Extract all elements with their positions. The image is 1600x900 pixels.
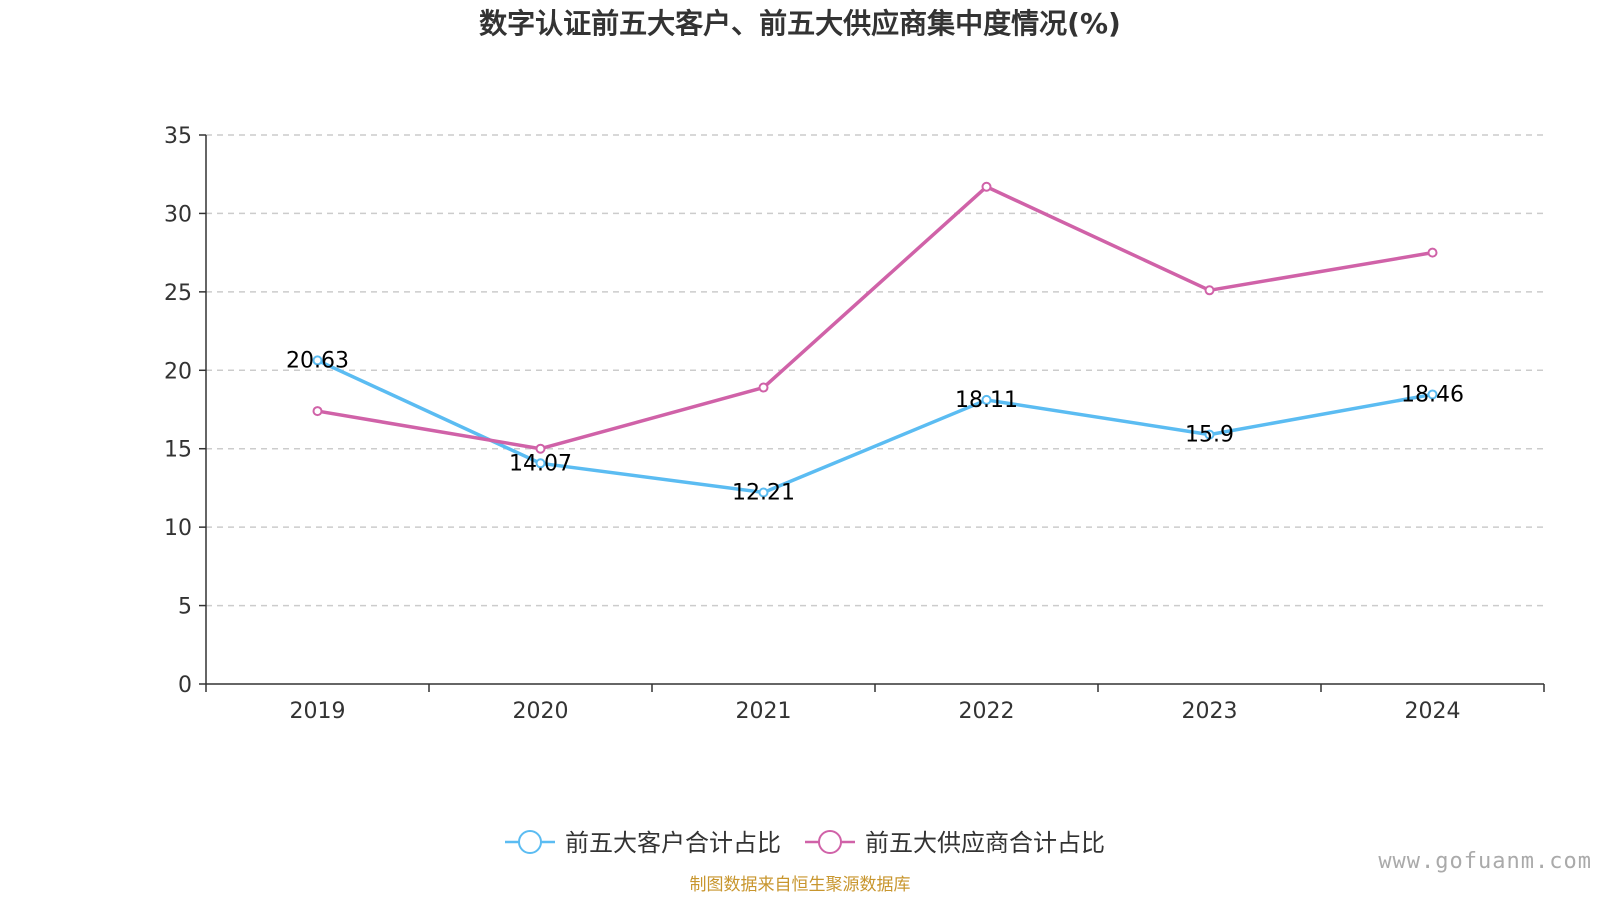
y-tick-label-20: 20 bbox=[164, 359, 192, 384]
y-tick-label-15: 15 bbox=[164, 438, 192, 463]
data-label-2022: 18.11 bbox=[955, 388, 1018, 413]
y-tick-label-10: 10 bbox=[164, 516, 192, 541]
series-1-point-2022[interactable] bbox=[981, 394, 992, 405]
series-1-point-2020[interactable] bbox=[535, 458, 546, 469]
x-tick-label-2019: 2019 bbox=[290, 699, 346, 724]
series-2-point-2021[interactable] bbox=[758, 382, 769, 393]
y-tick-label-0: 0 bbox=[178, 673, 192, 698]
series-2-point-2019[interactable] bbox=[312, 406, 323, 417]
series-2-point-2023[interactable] bbox=[1204, 285, 1215, 296]
series-2 bbox=[312, 181, 1438, 454]
source-note: 制图数据来自恒生聚源数据库 bbox=[690, 875, 911, 895]
legend-item-1[interactable]: 前五大客户合计占比 bbox=[505, 829, 781, 857]
y-tick-label-5: 5 bbox=[178, 595, 192, 620]
series-group: 20.63 14.07 12.21 18.11 15.9 18.46 bbox=[286, 181, 1464, 505]
series-1-point-2019[interactable] bbox=[312, 355, 323, 366]
x-tick-label-2024: 2024 bbox=[1405, 699, 1461, 724]
grid-lines bbox=[206, 134, 1544, 607]
series-1: 20.63 14.07 12.21 18.11 15.9 18.46 bbox=[286, 348, 1464, 505]
series-1-point-2023[interactable] bbox=[1204, 429, 1215, 440]
y-tick-label-25: 25 bbox=[164, 281, 192, 306]
x-tick-label-2021: 2021 bbox=[736, 699, 792, 724]
series-2-line bbox=[317, 185, 1433, 451]
legend-circle-icon bbox=[518, 830, 542, 854]
x-tick-label-2023: 2023 bbox=[1182, 699, 1238, 724]
data-label-2021: 12.21 bbox=[732, 480, 795, 505]
x-tick-label-2020: 2020 bbox=[513, 699, 569, 724]
y-tick-label-30: 30 bbox=[164, 202, 192, 227]
series-1-point-2021[interactable] bbox=[758, 487, 769, 498]
chart-title: 数字认证前五大客户、前五大供应商集中度情况(%) bbox=[479, 7, 1121, 40]
series-1-line bbox=[316, 358, 1433, 495]
series-2-point-2024[interactable] bbox=[1427, 247, 1438, 258]
data-label-2020: 14.07 bbox=[509, 451, 572, 476]
watermark: www.gofuanm.com bbox=[1378, 849, 1592, 874]
series-1-point-2024[interactable] bbox=[1427, 389, 1438, 400]
y-tick-label-35: 35 bbox=[164, 124, 192, 149]
legend-label: 前五大供应商合计占比 bbox=[865, 829, 1105, 857]
data-label-2024: 18.46 bbox=[1401, 382, 1464, 407]
series-2-point-2020[interactable] bbox=[535, 443, 546, 454]
legend-item-2[interactable]: 前五大供应商合计占比 bbox=[805, 829, 1105, 857]
legend-label: 前五大客户合计占比 bbox=[565, 829, 781, 857]
legend[interactable]: 前五大客户合计占比 前五大供应商合计占比 bbox=[505, 829, 1105, 857]
axes: 0 5 10 15 20 25 30 35 2019 2020 2021 2022 2023 2024 bbox=[164, 124, 1545, 724]
x-tick-label-2022: 2022 bbox=[959, 699, 1015, 724]
series-2-point-2022[interactable] bbox=[981, 181, 992, 192]
data-label-2019: 20.63 bbox=[286, 348, 349, 373]
legend-circle-icon bbox=[818, 830, 842, 854]
data-label-2023: 15.9 bbox=[1185, 423, 1234, 448]
